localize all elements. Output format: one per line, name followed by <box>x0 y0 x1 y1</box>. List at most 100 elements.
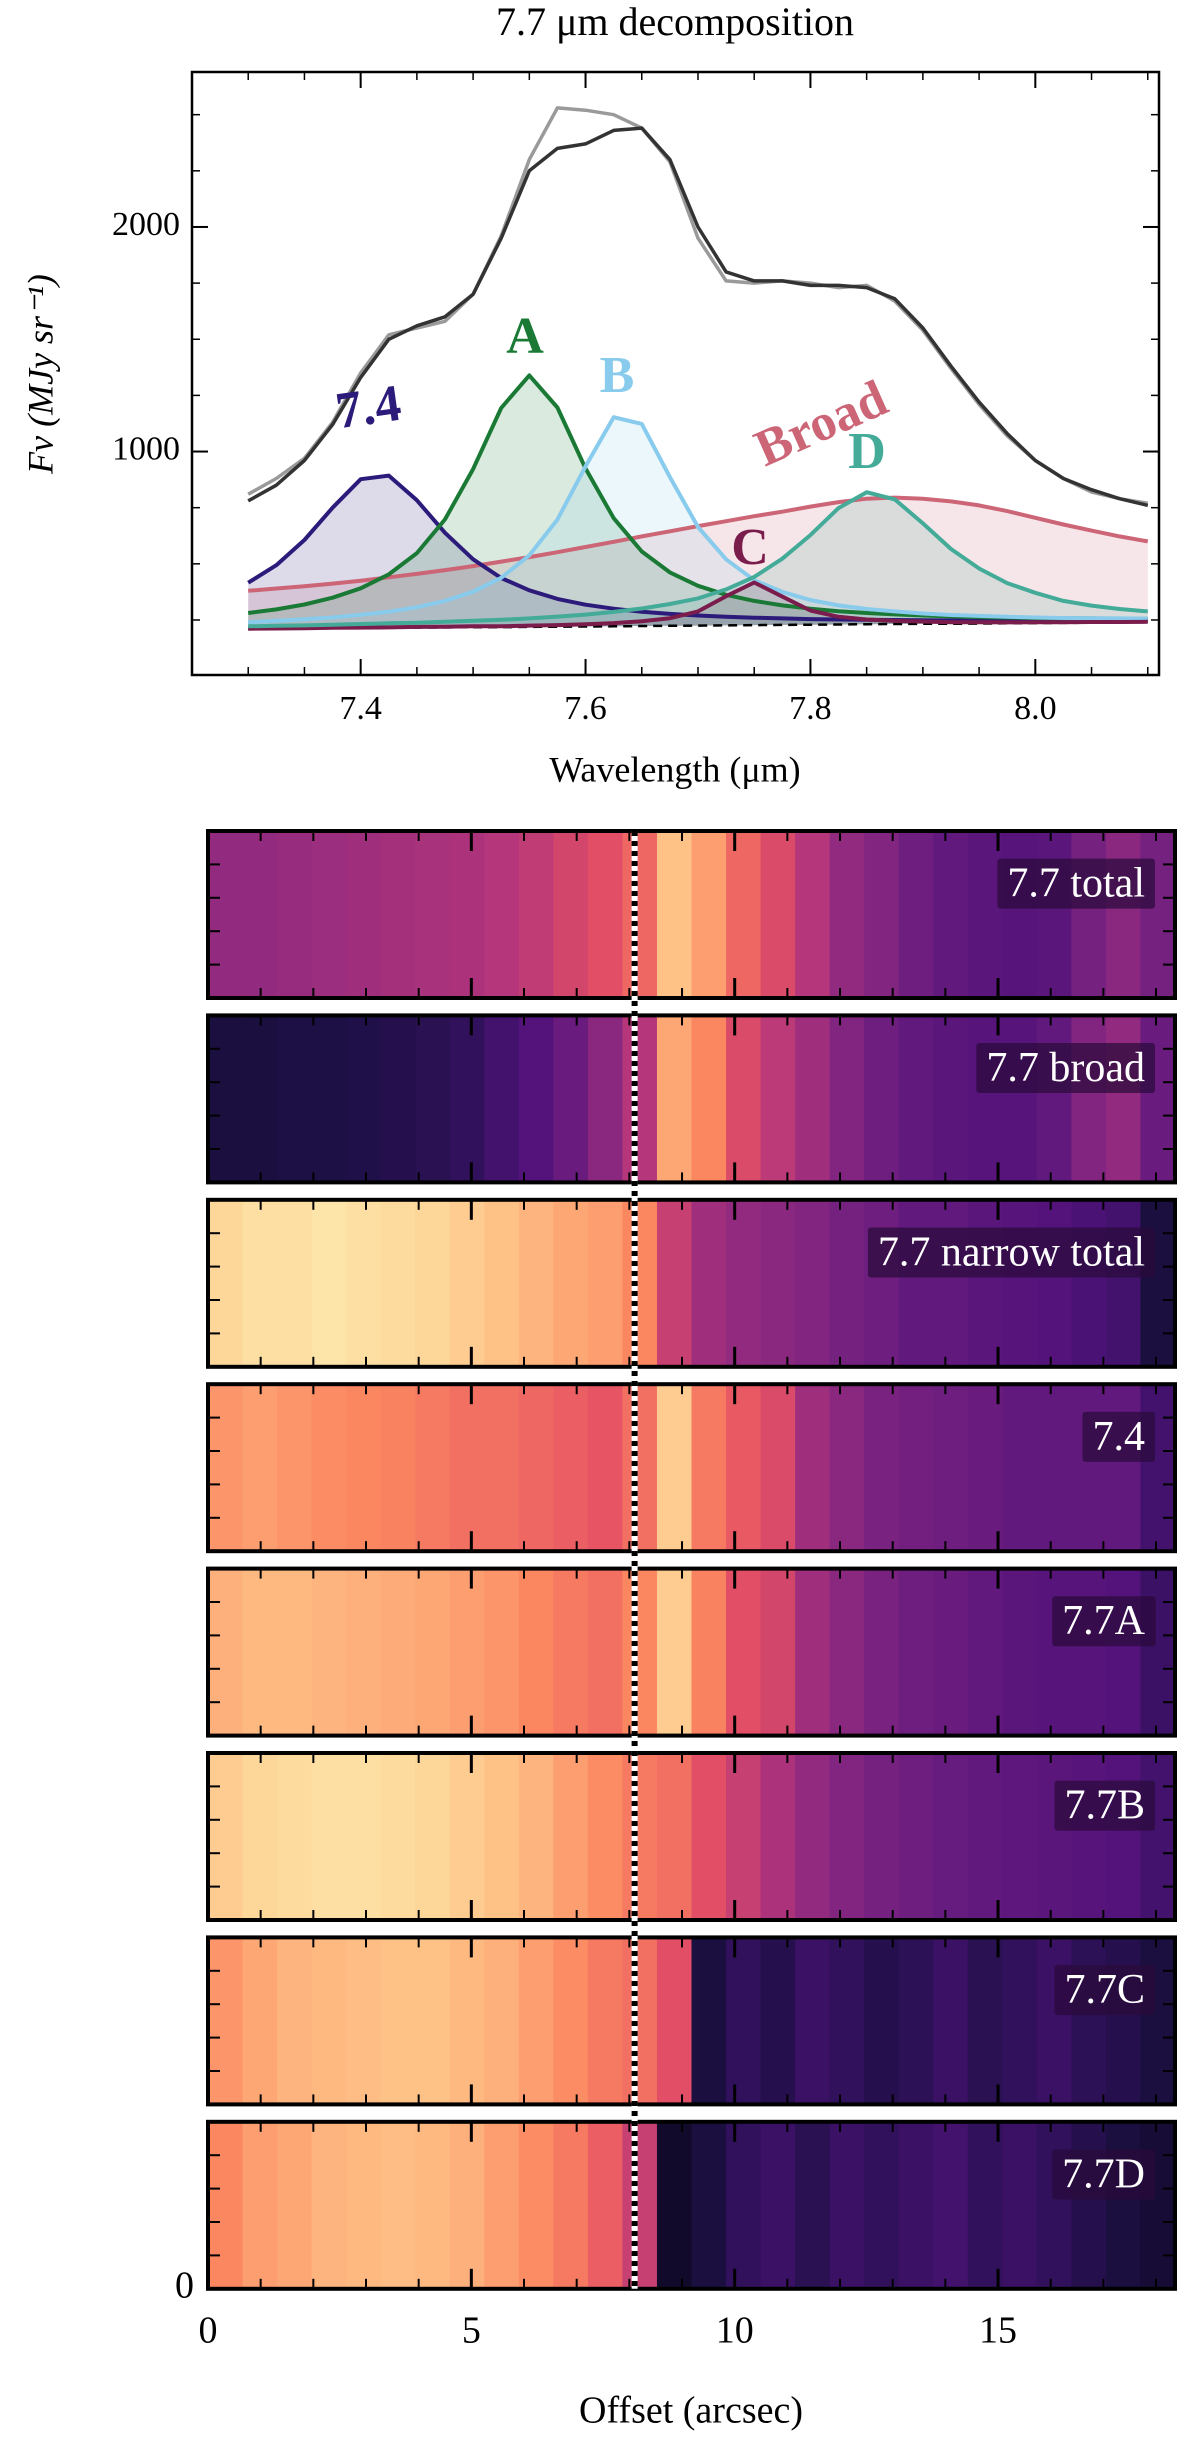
heatmap-column <box>795 1199 831 1367</box>
heatmap-column <box>553 1384 589 1552</box>
x-tick-label: 5 <box>462 2310 481 2352</box>
heatmap-column <box>449 1568 485 1736</box>
panel-label-box <box>976 1043 1155 1094</box>
heatmap-column <box>967 1937 1003 2105</box>
heatmap-column <box>346 1568 382 1736</box>
heatmap-column <box>415 1015 451 1183</box>
heatmap-column <box>277 1568 313 1736</box>
heatmap-column <box>967 1753 1003 1920</box>
heatmap-column <box>967 831 1003 998</box>
heatmap-column <box>1105 1199 1142 1367</box>
heatmap-column <box>242 1199 278 1367</box>
heatmap-column <box>933 2121 969 2289</box>
heatmap-column <box>829 1015 865 1183</box>
heatmap-column <box>829 1384 865 1552</box>
heatmap-column <box>933 1384 969 1552</box>
heatmap-column <box>277 1199 313 1367</box>
heatmap-column <box>277 1753 313 1920</box>
heatmap-column <box>208 1937 244 2105</box>
heatmap-column <box>518 2121 554 2289</box>
component-fill <box>248 492 1148 629</box>
heatmap-column <box>553 1937 589 2105</box>
heatmap-column <box>691 2121 727 2289</box>
heatmap-column <box>518 831 554 998</box>
heatmap-column <box>864 1199 900 1367</box>
heatmap-column <box>691 1199 727 1367</box>
heatmap-column <box>933 1199 969 1367</box>
heatmap-column <box>311 1937 347 2105</box>
heatmap-column <box>1071 1199 1107 1367</box>
heatmap-column <box>656 831 693 998</box>
heatmap-column <box>795 831 831 998</box>
heatmap-column <box>760 1568 796 1736</box>
heatmap-column <box>449 1937 485 2105</box>
heatmap-column <box>622 1199 658 1367</box>
heatmap-column <box>208 1199 244 1367</box>
heatmap-column <box>242 1384 278 1552</box>
heatmap-column <box>864 1015 900 1183</box>
heatmap-column <box>795 1384 831 1552</box>
heatmap-column <box>311 1015 347 1183</box>
heatmap-column <box>415 2121 451 2289</box>
heatmap-column <box>587 1937 624 2105</box>
heatmap-column <box>242 1568 278 1736</box>
heatmap-column <box>1036 1384 1072 1552</box>
heatmap-column <box>1071 1753 1107 1920</box>
x-tick-label: 15 <box>979 2310 1017 2352</box>
heatmap-column <box>933 1015 969 1183</box>
panel-label: 7.7C <box>1064 1967 1145 2013</box>
heatmap-column <box>415 1199 451 1367</box>
heatmap-column <box>380 2121 416 2289</box>
heatmap-column <box>656 1199 693 1367</box>
heatmap-column <box>1105 2121 1142 2289</box>
heatmap-column <box>311 2121 347 2289</box>
heatmap-column <box>277 1015 313 1183</box>
x-tick-label: 7.4 <box>339 690 382 727</box>
heatmap-column <box>795 1568 831 1736</box>
panel-label: 7.4 <box>1093 1414 1146 1460</box>
panel-frame <box>206 1751 1177 1922</box>
heatmap-column <box>277 831 313 998</box>
heatmap-column <box>1105 1015 1142 1183</box>
heatmap-column <box>691 831 727 998</box>
panel-frame <box>206 2119 1177 2291</box>
panel-frame <box>206 1382 1177 1554</box>
heatmap-column <box>1140 1384 1176 1552</box>
heatmap-column <box>864 831 900 998</box>
heatmap-column <box>484 2121 520 2289</box>
heatmap-column <box>1140 1015 1176 1183</box>
heatmap-column <box>760 1937 796 2105</box>
heatmap-column <box>760 1015 796 1183</box>
heatmap-column <box>1036 1015 1072 1183</box>
y-tick-label: 1000 <box>112 430 180 467</box>
heatmap-column <box>484 1384 520 1552</box>
heatmap-column <box>1002 1015 1038 1183</box>
component-line <box>248 415 1148 625</box>
component-line <box>248 490 1148 629</box>
heatmap-column <box>726 2121 762 2289</box>
heatmap-column <box>1105 1937 1142 2105</box>
panel-frame <box>206 1935 1177 2107</box>
heatmap-column <box>553 831 589 998</box>
heatmap-column <box>1071 2121 1107 2289</box>
heatmap-column <box>656 2121 693 2289</box>
heatmap-column <box>1036 1753 1072 1920</box>
x-axis-label: Offset (arcsec) <box>579 2390 803 2432</box>
heatmap-column <box>691 1384 727 1552</box>
heatmap-column <box>208 831 244 998</box>
heatmap-column <box>829 1568 865 1736</box>
panel-label: 7.7 total <box>1007 861 1145 907</box>
heatmap-column <box>380 1753 416 1920</box>
heatmap-column <box>864 1384 900 1552</box>
heatmap-column <box>449 2121 485 2289</box>
heatmap-column <box>1071 1568 1107 1736</box>
heatmap-column <box>553 1199 589 1367</box>
heatmap-column <box>311 1199 347 1367</box>
heatmap-column <box>1002 1753 1038 1920</box>
heatmap-column <box>656 1015 693 1183</box>
heatmap-column <box>1036 1199 1072 1367</box>
panel-label-box <box>867 1227 1155 1278</box>
heatmap-column <box>242 1753 278 1920</box>
heatmap-column <box>1140 1199 1176 1367</box>
heatmap-column <box>1071 1384 1107 1552</box>
